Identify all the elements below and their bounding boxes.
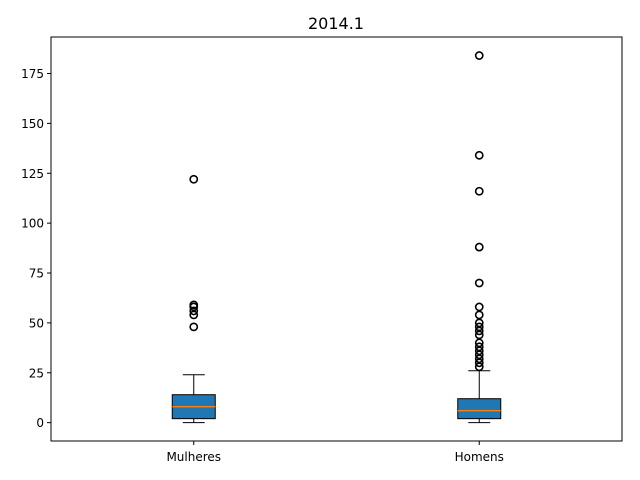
y-tick-label: 100 (21, 217, 44, 231)
outlier-point (189, 300, 199, 310)
x-tick-label: Homens (455, 450, 504, 464)
outlier-point (189, 306, 199, 316)
y-tick-label: 75 (29, 267, 44, 281)
outlier-point (189, 322, 199, 332)
outlier-point (474, 342, 484, 352)
axes-frame (50, 36, 623, 442)
y-tick-label: 125 (21, 167, 44, 181)
outlier-point (474, 302, 484, 312)
plot-area: 0 25 50 75 100 125 150 175 Mulheres Homens (21, 36, 623, 464)
box-iqr (457, 398, 502, 420)
y-tick-label: 50 (29, 316, 44, 330)
y-tick-label: 25 (29, 366, 44, 380)
outlier-point (474, 186, 484, 196)
outlier-point (474, 242, 484, 252)
outlier-point (474, 322, 484, 332)
x-tick-label: Mulheres (166, 450, 221, 464)
outlier-point (189, 174, 199, 184)
y-tick-label: 150 (21, 117, 44, 131)
chart-title: 2014.1 (308, 14, 364, 33)
y-tick-label: 175 (21, 67, 44, 81)
outlier-point (474, 51, 484, 60)
outlier-point (474, 278, 484, 288)
y-tick-label: 0 (36, 416, 44, 430)
outlier-point (474, 150, 484, 160)
